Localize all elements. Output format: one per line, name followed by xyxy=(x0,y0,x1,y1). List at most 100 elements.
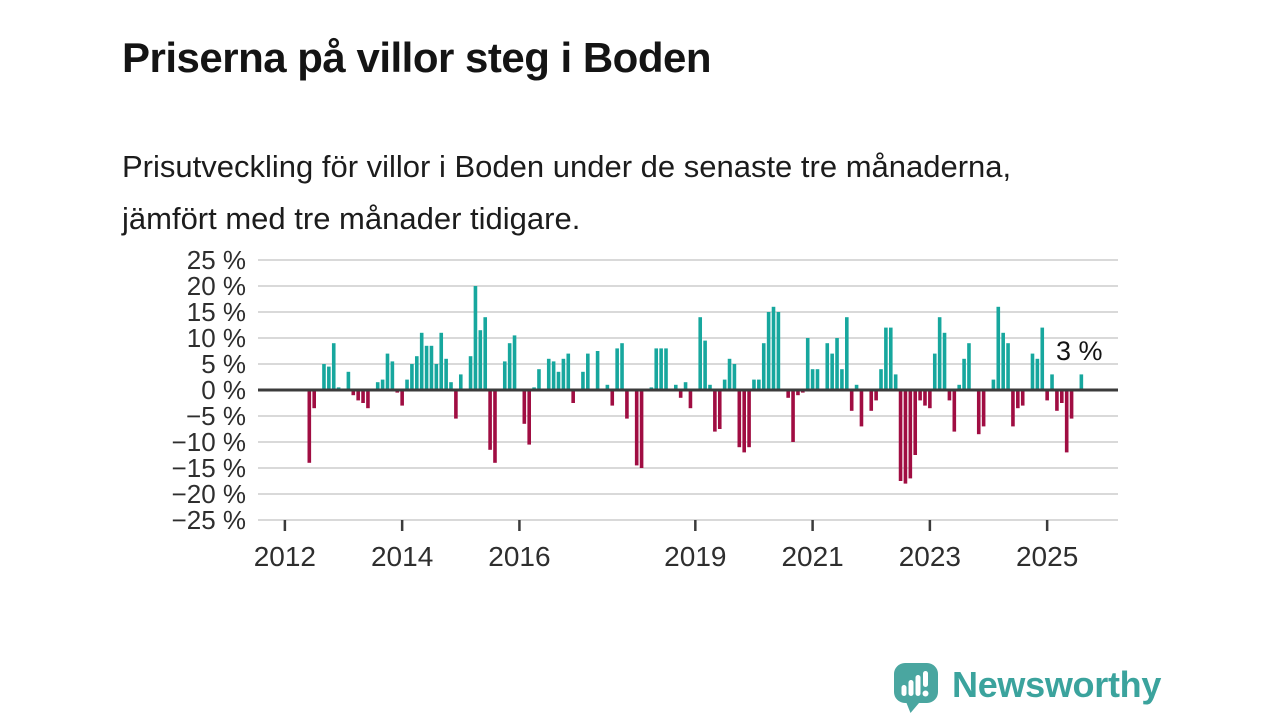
bar-positive xyxy=(1006,343,1010,390)
bar-positive xyxy=(810,369,815,390)
bar-positive xyxy=(405,379,409,390)
bar-positive xyxy=(458,374,463,390)
bar-positive xyxy=(932,353,937,390)
bar-negative xyxy=(1069,390,1074,419)
bar-negative xyxy=(918,390,922,401)
bar-positive xyxy=(434,364,439,390)
bar-negative xyxy=(400,390,404,406)
bar-negative xyxy=(351,390,356,396)
bar-positive xyxy=(708,384,712,390)
bar-negative xyxy=(361,390,365,403)
bar-positive xyxy=(620,343,624,390)
bar-positive xyxy=(444,358,448,390)
bar-positive xyxy=(449,382,453,390)
y-tick-label: −10 % xyxy=(172,427,246,457)
bar-negative xyxy=(1016,390,1020,409)
bar-positive xyxy=(410,364,414,390)
y-tick-label: 0 % xyxy=(201,375,246,405)
logo-bar-1 xyxy=(901,685,907,696)
bar-positive xyxy=(390,361,395,390)
logo-bar-3 xyxy=(915,675,921,696)
bar-positive xyxy=(659,348,663,390)
x-tick-label: 2025 xyxy=(1016,541,1078,572)
bar-negative xyxy=(869,390,874,411)
newsworthy-speech-bubble-chart-icon xyxy=(894,663,938,713)
bar-positive xyxy=(835,338,839,390)
bar-positive xyxy=(805,338,810,390)
bar-positive xyxy=(507,343,512,390)
bar-positive xyxy=(346,371,351,390)
bar-negative xyxy=(356,390,360,401)
bar-positive xyxy=(473,286,478,390)
bar-positive xyxy=(957,384,961,390)
bar-positive xyxy=(586,353,590,390)
bar-negative xyxy=(874,390,878,401)
bar-negative xyxy=(522,390,527,424)
last-value-label: 3 % xyxy=(1056,336,1103,366)
bar-positive xyxy=(1079,374,1084,390)
bar-positive xyxy=(1050,374,1054,390)
bar-positive xyxy=(727,358,732,390)
newsworthy-logo: Newsworthy xyxy=(893,662,1161,714)
bar-positive xyxy=(605,384,610,390)
bar-positive xyxy=(722,379,727,390)
bar-negative xyxy=(928,390,932,409)
bar-positive xyxy=(664,348,668,390)
logo-bar-2 xyxy=(908,680,914,696)
bar-positive xyxy=(380,379,385,390)
x-tick-label: 2019 xyxy=(664,541,726,572)
bar-positive xyxy=(771,306,776,390)
bar-negative xyxy=(796,390,800,396)
bar-positive xyxy=(327,366,331,390)
bar-positive xyxy=(1035,358,1040,390)
bar-positive xyxy=(595,351,600,390)
bar-negative xyxy=(976,390,981,435)
y-tick-label: −15 % xyxy=(172,453,246,483)
bar-positive xyxy=(512,335,517,390)
bar-positive xyxy=(673,384,678,390)
bar-negative xyxy=(981,390,986,427)
bar-negative xyxy=(747,390,751,448)
bar-positive xyxy=(703,340,707,390)
bar-negative xyxy=(791,390,795,442)
bar-positive xyxy=(1001,332,1005,390)
bar-negative xyxy=(1055,390,1059,411)
bar-negative xyxy=(898,390,903,481)
y-tick-label: −5 % xyxy=(186,401,246,431)
bar-positive xyxy=(761,343,766,390)
y-tick-label: −25 % xyxy=(172,505,246,535)
bar-negative xyxy=(488,390,492,450)
bar-positive xyxy=(375,382,380,390)
bar-positive xyxy=(1040,327,1045,390)
bar-positive xyxy=(551,361,556,390)
bar-positive xyxy=(483,317,488,390)
bar-negative xyxy=(1064,390,1069,453)
bar-positive xyxy=(537,369,541,390)
bar-negative xyxy=(312,390,316,409)
bar-positive xyxy=(996,306,1001,390)
bar-negative xyxy=(1060,390,1064,403)
bar-negative xyxy=(639,390,644,468)
bar-positive xyxy=(439,332,444,390)
bar-negative xyxy=(307,390,312,463)
y-tick-label: 10 % xyxy=(187,323,246,353)
bar-negative xyxy=(737,390,742,448)
bar-positive xyxy=(698,317,703,390)
bar-positive xyxy=(766,312,771,390)
x-tick-label: 2023 xyxy=(899,541,961,572)
bar-positive xyxy=(546,358,551,390)
bar-positive xyxy=(879,369,883,390)
bar-positive xyxy=(757,379,761,390)
bar-negative xyxy=(849,390,854,411)
bar-negative xyxy=(742,390,746,453)
bar-positive xyxy=(962,358,966,390)
page-title: Priserna på villor steg i Boden xyxy=(122,34,712,82)
x-tick-label: 2014 xyxy=(371,541,433,572)
y-tick-label: 5 % xyxy=(201,349,246,379)
bar-negative xyxy=(713,390,717,432)
bar-negative xyxy=(1045,390,1049,401)
bar-positive xyxy=(854,384,859,390)
bar-positive xyxy=(840,369,844,390)
bar-negative xyxy=(1011,390,1015,427)
